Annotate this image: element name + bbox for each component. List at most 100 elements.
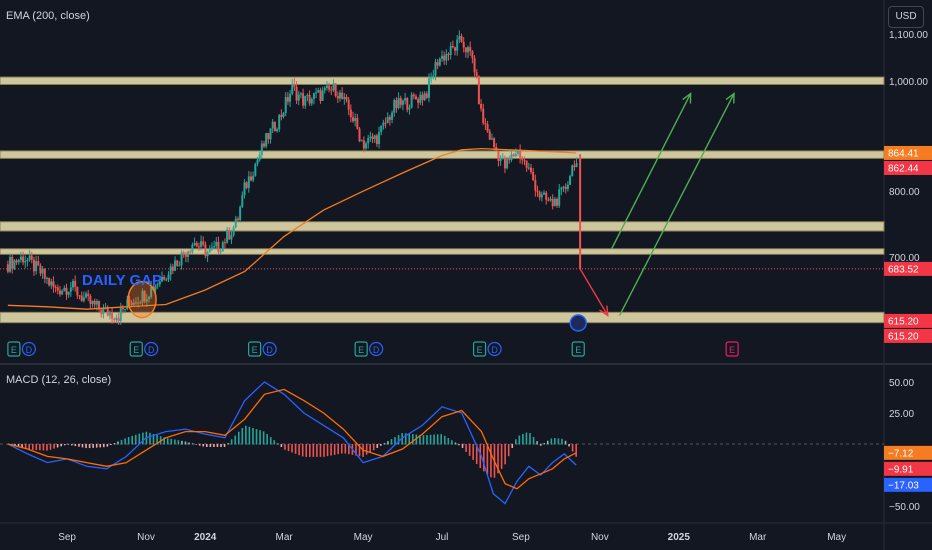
macd-histogram-bar xyxy=(49,444,52,450)
candle-body xyxy=(345,97,348,100)
candle-body xyxy=(93,300,96,305)
candle-body xyxy=(486,124,489,132)
macd-histogram-bar xyxy=(525,432,528,445)
macd-histogram-bar xyxy=(554,438,556,445)
candle-body xyxy=(299,93,302,95)
candle-body xyxy=(67,291,70,295)
macd-histogram-bar xyxy=(294,444,297,454)
macd-histogram-bar xyxy=(472,444,474,460)
candle-body xyxy=(156,284,159,286)
candle-body xyxy=(126,299,129,309)
candle-body xyxy=(508,159,511,161)
candle-body xyxy=(197,246,200,248)
candle-body xyxy=(347,99,350,110)
price-badge-label: 683.52 xyxy=(888,264,919,275)
candle-body xyxy=(249,176,252,181)
candle-body xyxy=(336,96,339,99)
macd-histogram-bar xyxy=(319,444,322,457)
candle-body xyxy=(358,128,361,142)
dividend-marker xyxy=(144,341,159,357)
macd-badge-label: −17.03 xyxy=(888,480,919,491)
macd-histogram-bar xyxy=(415,434,418,445)
candle-body xyxy=(493,138,496,148)
candle-body xyxy=(467,47,470,53)
candle-body xyxy=(161,276,164,282)
candle-body xyxy=(343,97,346,99)
macd-histogram-bar xyxy=(88,444,91,449)
earnings-marker xyxy=(571,341,585,357)
candle-body xyxy=(566,184,569,190)
projection-arrow-3 xyxy=(618,93,735,316)
candle-body xyxy=(239,206,242,220)
macd-tick-label: 50.00 xyxy=(889,378,914,389)
candle-body xyxy=(564,186,567,190)
time-axis-label: Mar xyxy=(276,532,294,543)
candle-body xyxy=(330,89,333,91)
candle-body xyxy=(443,55,446,61)
candle-body xyxy=(176,260,179,266)
candle-body xyxy=(306,94,309,97)
macd-histogram-bar xyxy=(557,438,560,445)
candle-body xyxy=(128,299,131,303)
macd-indicator-label[interactable]: MACD (12, 26, close) xyxy=(6,374,112,386)
macd-badge xyxy=(884,477,932,492)
candle-body xyxy=(569,176,572,185)
macd-histogram-bar xyxy=(248,426,251,445)
price-badge xyxy=(884,313,932,328)
candle-body xyxy=(247,176,250,188)
candle-body xyxy=(6,264,9,272)
price-badge xyxy=(884,261,932,276)
time-axis-label: May xyxy=(354,532,373,543)
candle-body xyxy=(11,257,14,269)
macd-histogram-bar xyxy=(287,444,290,452)
events-row xyxy=(7,341,739,357)
candle-body xyxy=(490,138,493,140)
macd-histogram-bar xyxy=(497,444,499,474)
daily-gap-circle xyxy=(127,280,157,319)
macd-histogram-bar xyxy=(237,431,240,445)
macd-histogram-bar xyxy=(110,444,112,446)
macd-histogram-bar xyxy=(124,438,126,445)
macd-histogram-bar xyxy=(397,435,400,445)
candle-body xyxy=(82,297,85,301)
macd-histogram-bar xyxy=(333,444,336,455)
candle-body xyxy=(354,117,357,122)
macd-histogram-bar xyxy=(571,444,574,452)
macd-histogram-bar xyxy=(234,435,237,445)
candle-body xyxy=(19,256,22,261)
candle-body xyxy=(182,252,185,255)
currency-selector[interactable]: USD xyxy=(888,6,924,28)
candle-body xyxy=(180,252,183,266)
macd-histogram-bar xyxy=(483,444,485,472)
macd-histogram-bar xyxy=(404,433,407,445)
ema-indicator-label[interactable]: EMA (200, close) xyxy=(6,10,90,22)
macd-histogram-bar xyxy=(95,444,98,448)
candle-body xyxy=(393,100,396,113)
candle-body xyxy=(91,300,94,304)
candle-body xyxy=(178,265,181,267)
macd-histogram-bar xyxy=(380,444,382,446)
macd-histogram-bar xyxy=(305,444,308,457)
candle-body xyxy=(284,97,287,113)
time-axis-label: 2025 xyxy=(668,532,691,543)
upcoming-event-icon xyxy=(569,314,587,332)
candle-body xyxy=(369,136,372,139)
macd-histogram-bar xyxy=(117,441,119,445)
macd-histogram-bar xyxy=(479,444,482,468)
candle-body xyxy=(525,160,528,168)
candle-body xyxy=(315,92,318,94)
candle-body xyxy=(210,247,213,250)
macd-histogram-bar xyxy=(53,444,55,449)
earnings-marker xyxy=(248,341,262,357)
time-axis-label: Sep xyxy=(58,532,76,543)
candle-body xyxy=(562,186,565,188)
candle-body xyxy=(256,159,259,164)
candle-body xyxy=(425,93,428,98)
candle-body xyxy=(72,280,75,288)
candle-body xyxy=(150,286,153,297)
candle-body xyxy=(534,180,537,191)
macd-histogram-bar xyxy=(78,444,80,447)
macd-histogram-bar xyxy=(426,435,428,445)
candle-body xyxy=(217,241,220,252)
